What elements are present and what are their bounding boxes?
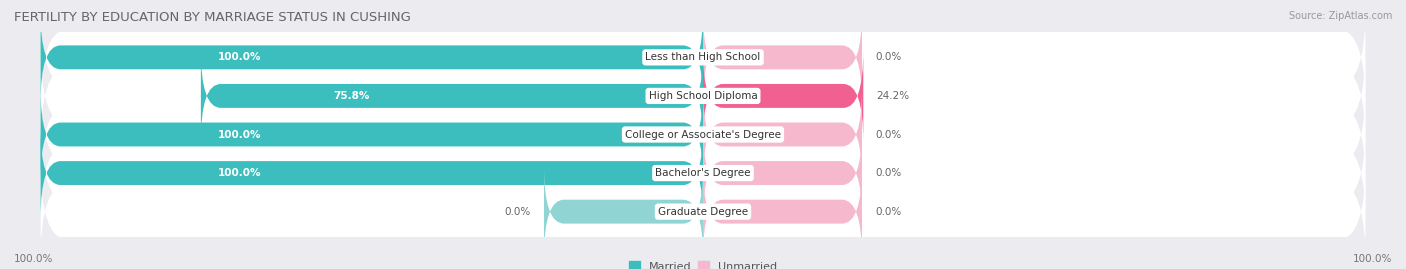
FancyBboxPatch shape xyxy=(41,46,1365,146)
FancyBboxPatch shape xyxy=(703,89,862,180)
Text: 0.0%: 0.0% xyxy=(876,52,901,62)
Text: High School Diploma: High School Diploma xyxy=(648,91,758,101)
FancyBboxPatch shape xyxy=(41,89,703,180)
Text: 100.0%: 100.0% xyxy=(14,254,53,264)
Text: College or Associate's Degree: College or Associate's Degree xyxy=(626,129,780,140)
FancyBboxPatch shape xyxy=(201,50,703,142)
FancyBboxPatch shape xyxy=(703,127,862,219)
Text: 24.2%: 24.2% xyxy=(876,91,910,101)
FancyBboxPatch shape xyxy=(41,8,1365,107)
Text: FERTILITY BY EDUCATION BY MARRIAGE STATUS IN CUSHING: FERTILITY BY EDUCATION BY MARRIAGE STATU… xyxy=(14,11,411,24)
Text: 100.0%: 100.0% xyxy=(1353,254,1392,264)
Text: 0.0%: 0.0% xyxy=(876,168,901,178)
Legend: Married, Unmarried: Married, Unmarried xyxy=(624,257,782,269)
FancyBboxPatch shape xyxy=(703,166,862,257)
FancyBboxPatch shape xyxy=(41,12,703,103)
FancyBboxPatch shape xyxy=(41,85,1365,184)
FancyBboxPatch shape xyxy=(703,12,862,103)
Text: Less than High School: Less than High School xyxy=(645,52,761,62)
Text: Bachelor's Degree: Bachelor's Degree xyxy=(655,168,751,178)
FancyBboxPatch shape xyxy=(703,50,863,142)
Text: 0.0%: 0.0% xyxy=(876,129,901,140)
Text: 0.0%: 0.0% xyxy=(876,207,901,217)
FancyBboxPatch shape xyxy=(41,123,1365,223)
FancyBboxPatch shape xyxy=(41,162,1365,261)
FancyBboxPatch shape xyxy=(544,166,703,257)
Text: 100.0%: 100.0% xyxy=(218,168,262,178)
Text: 0.0%: 0.0% xyxy=(505,207,531,217)
Text: 75.8%: 75.8% xyxy=(333,91,370,101)
Text: 100.0%: 100.0% xyxy=(218,52,262,62)
FancyBboxPatch shape xyxy=(41,127,703,219)
Text: Source: ZipAtlas.com: Source: ZipAtlas.com xyxy=(1288,11,1392,21)
Text: 100.0%: 100.0% xyxy=(218,129,262,140)
Text: Graduate Degree: Graduate Degree xyxy=(658,207,748,217)
